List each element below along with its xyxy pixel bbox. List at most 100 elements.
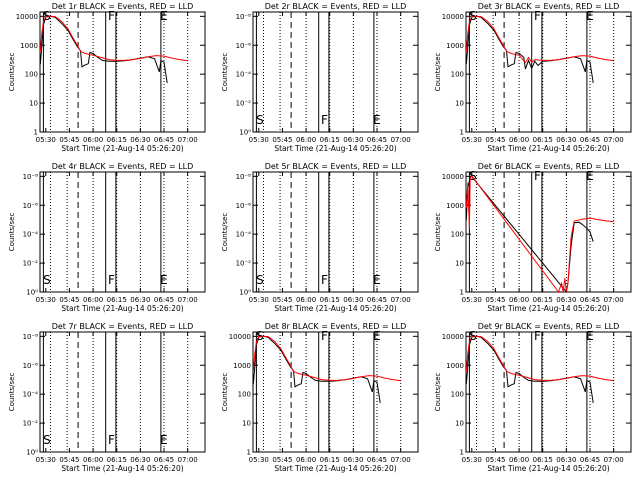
x-axis-label: Start Time (21-Aug-14 05:26:20) [61, 464, 183, 473]
y-tick-label: 10 [455, 100, 464, 108]
x-tick-label: 05:45 [272, 296, 292, 304]
lld-series-line [465, 335, 614, 382]
x-tick-label: 06:30 [343, 456, 363, 464]
y-tick-label: 10⁻⁸ [236, 173, 252, 181]
y-tick-label: 1 [460, 129, 464, 137]
x-tick-label: 06:15 [107, 136, 127, 144]
phase-marker-f: F [108, 273, 115, 287]
x-tick-label: 06:30 [556, 456, 576, 464]
y-tick-label: 1000 [233, 362, 251, 370]
phase-marker-f: F [108, 433, 115, 447]
phase-marker-e: E [373, 329, 381, 343]
y-tick-label: 1 [34, 129, 38, 137]
plot-frame [39, 11, 206, 133]
y-axis-label: Counts/sec [221, 53, 229, 92]
x-tick-label: 06:15 [533, 136, 553, 144]
y-tick-label: 10⁻⁸ [236, 13, 252, 21]
x-tick-label: 05:30 [36, 296, 56, 304]
x-tick-label: 06:30 [556, 296, 576, 304]
detector-panel-1: 05:30 05:45 06:00 06:15 06:30 06:45 07:00 1 10 10… [8, 2, 206, 153]
x-tick-label: 06:45 [367, 136, 387, 144]
x-tick-label: 06:45 [154, 136, 174, 144]
phase-marker-e: E [586, 169, 594, 183]
y-tick-label: 10000 [16, 13, 38, 21]
panel-title: Det 2r BLACK = Events, RED = LLD [265, 2, 407, 11]
y-tick-label: 10⁻⁶ [236, 42, 252, 50]
y-axis-label: Counts/sec [221, 213, 229, 252]
events-series-line [39, 15, 168, 83]
x-tick-label: 05:30 [462, 296, 482, 304]
phase-marker-s: S [469, 169, 477, 183]
x-tick-label: 06:15 [320, 456, 340, 464]
x-tick-label: 05:30 [249, 456, 269, 464]
x-tick-label: 06:45 [367, 456, 387, 464]
panel-title: Det 7r BLACK = Events, RED = LLD [52, 322, 194, 331]
y-tick-label: 10⁰ [239, 289, 251, 297]
plot-frame [39, 331, 206, 453]
x-tick-label: 06:45 [367, 296, 387, 304]
x-axis-label: Start Time (21-Aug-14 05:26:20) [274, 144, 396, 153]
x-tick-label: 07:00 [604, 456, 624, 464]
panel-title: Det 9r BLACK = Events, RED = LLD [478, 322, 620, 331]
x-tick-label: 06:45 [580, 296, 600, 304]
x-tick-label: 06:45 [154, 456, 174, 464]
x-tick-label: 06:15 [320, 136, 340, 144]
x-tick-label: 06:30 [343, 136, 363, 144]
y-axis-label: Counts/sec [221, 373, 229, 412]
y-tick-label: 1 [460, 289, 464, 297]
y-axis-label: Counts/sec [8, 373, 16, 412]
panel-title: Det 4r BLACK = Events, RED = LLD [52, 162, 194, 171]
y-tick-label: 10000 [229, 333, 251, 341]
x-axis-label: Start Time (21-Aug-14 05:26:20) [61, 144, 183, 153]
x-tick-label: 05:45 [59, 136, 79, 144]
y-tick-label: 10⁻² [23, 260, 39, 268]
phase-marker-e: E [373, 273, 381, 287]
phase-marker-s: S [256, 273, 264, 287]
plot-frame [465, 331, 632, 453]
panel-title: Det 8r BLACK = Events, RED = LLD [265, 322, 407, 331]
x-tick-label: 06:45 [580, 456, 600, 464]
panel-title: Det 5r BLACK = Events, RED = LLD [265, 162, 407, 171]
phase-marker-f: F [321, 113, 328, 127]
panel-title: Det 3r BLACK = Events, RED = LLD [478, 2, 620, 11]
x-tick-label: 06:30 [130, 456, 150, 464]
y-tick-label: 10000 [442, 333, 464, 341]
x-axis-label: Start Time (21-Aug-14 05:26:20) [61, 304, 183, 313]
x-tick-label: 05:30 [462, 136, 482, 144]
x-tick-label: 07:00 [178, 136, 198, 144]
phase-marker-f: F [321, 329, 328, 343]
x-tick-label: 05:45 [59, 296, 79, 304]
y-tick-label: 1 [247, 449, 251, 457]
phase-marker-e: E [586, 329, 594, 343]
x-tick-label: 06:45 [154, 296, 174, 304]
x-tick-label: 05:30 [36, 456, 56, 464]
y-tick-label: 10⁰ [26, 289, 38, 297]
y-tick-label: 10⁻⁴ [236, 231, 252, 239]
phase-marker-f: F [108, 9, 115, 23]
lld-series-line [39, 15, 188, 62]
y-tick-label: 1 [460, 449, 464, 457]
x-tick-label: 06:00 [296, 136, 316, 144]
panel-title: Det 1r BLACK = Events, RED = LLD [52, 2, 194, 11]
x-tick-label: 06:00 [83, 456, 103, 464]
detector-panel-7: 05:30 05:45 06:00 06:15 06:30 06:45 07:00 10⁰ 10… [8, 322, 206, 473]
detector-panel-3: 05:30 05:45 06:00 06:15 06:30 06:45 07:00 1 10 10… [434, 2, 632, 153]
y-tick-label: 10⁻⁶ [23, 202, 39, 210]
events-series-line [465, 335, 594, 403]
x-axis-label: Start Time (21-Aug-14 05:26:20) [274, 304, 396, 313]
events-series-line [252, 335, 381, 403]
x-tick-label: 05:45 [485, 136, 505, 144]
phase-marker-e: E [160, 273, 168, 287]
y-tick-label: 10⁻² [236, 100, 252, 108]
phase-marker-s: S [43, 273, 51, 287]
y-tick-label: 10⁻² [236, 260, 252, 268]
plot-frame [465, 171, 632, 293]
phase-marker-e: E [373, 113, 381, 127]
x-tick-label: 06:15 [533, 456, 553, 464]
y-tick-label: 10⁻⁸ [23, 173, 39, 181]
y-tick-label: 1000 [20, 42, 38, 50]
y-tick-label: 10⁻² [23, 420, 39, 428]
y-tick-label: 10⁻⁶ [236, 202, 252, 210]
x-tick-label: 06:30 [343, 296, 363, 304]
x-tick-label: 06:15 [107, 296, 127, 304]
